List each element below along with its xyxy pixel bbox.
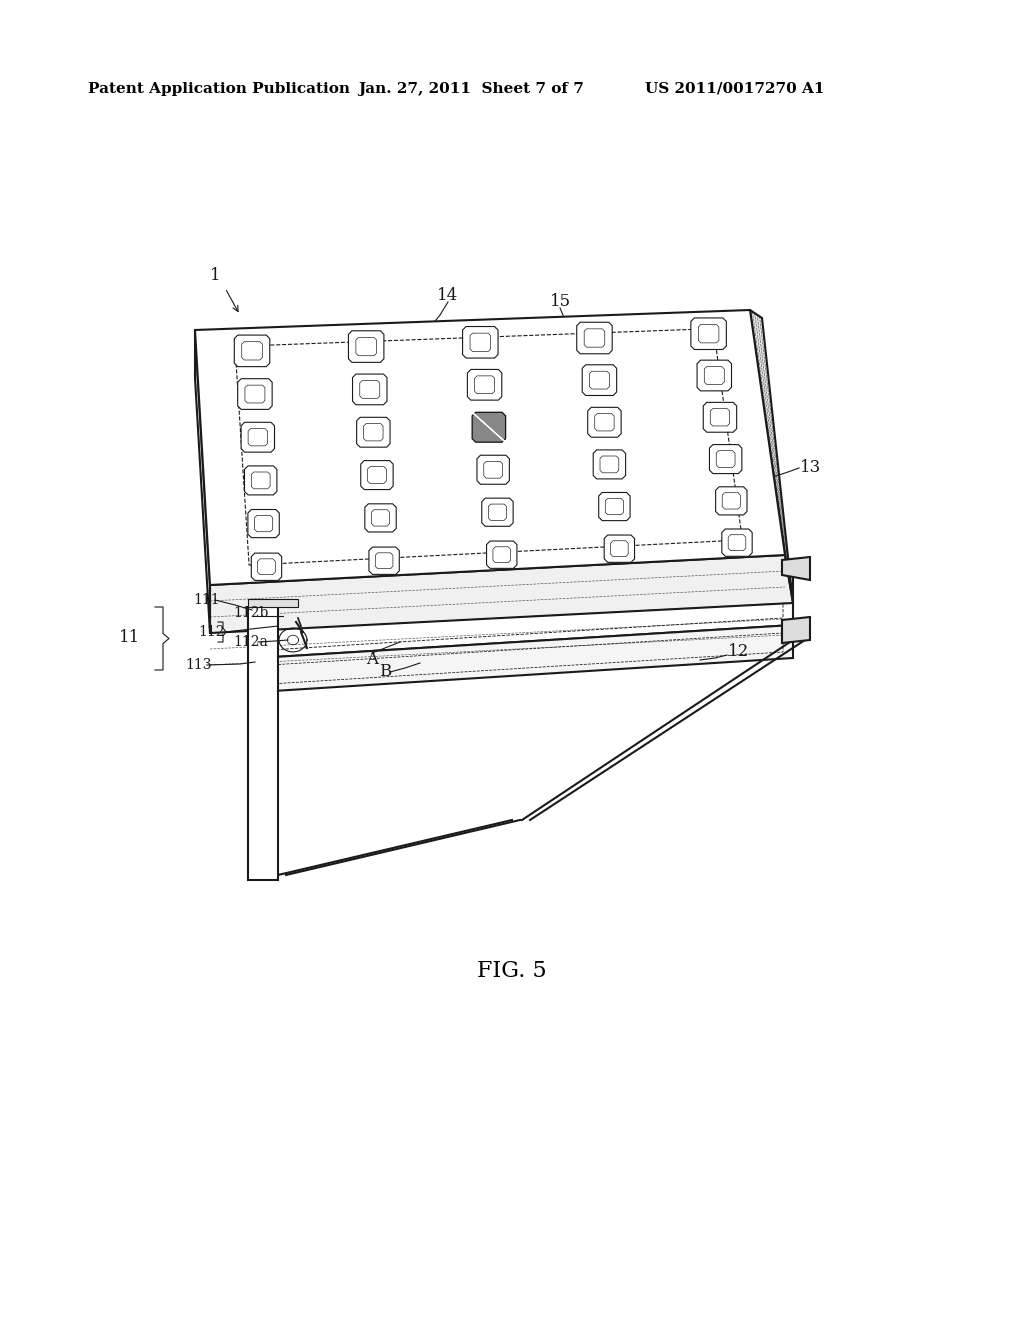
Polygon shape — [600, 455, 618, 473]
Text: 15: 15 — [550, 293, 570, 310]
Polygon shape — [195, 330, 210, 634]
Polygon shape — [248, 607, 278, 880]
Polygon shape — [234, 335, 269, 367]
Polygon shape — [588, 408, 622, 437]
Polygon shape — [584, 329, 605, 347]
Polygon shape — [356, 417, 390, 447]
Text: 112: 112 — [198, 624, 224, 639]
Polygon shape — [365, 504, 396, 532]
Polygon shape — [258, 624, 793, 692]
Polygon shape — [710, 445, 741, 474]
Polygon shape — [241, 422, 274, 453]
Text: 112a: 112a — [233, 635, 268, 649]
Polygon shape — [470, 333, 490, 351]
Polygon shape — [463, 326, 498, 358]
Polygon shape — [245, 385, 265, 403]
Polygon shape — [716, 487, 748, 515]
Polygon shape — [376, 553, 393, 569]
Polygon shape — [238, 379, 272, 409]
Polygon shape — [481, 498, 513, 527]
Polygon shape — [483, 461, 503, 478]
Polygon shape — [593, 450, 626, 479]
Text: 1: 1 — [210, 267, 220, 284]
Text: 11: 11 — [120, 630, 140, 647]
Text: 14: 14 — [437, 286, 459, 304]
Polygon shape — [493, 546, 511, 562]
Polygon shape — [242, 342, 262, 360]
Text: Patent Application Publication: Patent Application Publication — [88, 82, 350, 96]
Polygon shape — [698, 325, 719, 343]
Polygon shape — [474, 376, 495, 393]
Polygon shape — [595, 413, 614, 430]
Polygon shape — [359, 380, 380, 399]
Polygon shape — [728, 535, 745, 550]
Polygon shape — [251, 553, 282, 581]
Polygon shape — [577, 322, 612, 354]
Text: A: A — [366, 652, 378, 668]
Polygon shape — [352, 374, 387, 405]
Polygon shape — [716, 450, 735, 467]
Text: 111: 111 — [193, 593, 219, 607]
Text: B: B — [379, 664, 391, 681]
Polygon shape — [691, 318, 726, 350]
Polygon shape — [210, 554, 793, 634]
Polygon shape — [583, 364, 616, 396]
Polygon shape — [750, 310, 793, 603]
Polygon shape — [782, 616, 810, 643]
Text: 112b: 112b — [233, 606, 268, 620]
Polygon shape — [360, 461, 393, 490]
Polygon shape — [255, 515, 272, 532]
Polygon shape — [722, 492, 740, 510]
Polygon shape — [348, 331, 384, 363]
Text: FIG. 5: FIG. 5 — [477, 960, 547, 982]
Polygon shape — [248, 510, 280, 537]
Text: Jan. 27, 2011  Sheet 7 of 7: Jan. 27, 2011 Sheet 7 of 7 — [358, 82, 584, 96]
Polygon shape — [248, 599, 298, 607]
Text: 113: 113 — [185, 657, 212, 672]
Polygon shape — [258, 558, 275, 574]
Text: US 2011/0017270 A1: US 2011/0017270 A1 — [645, 82, 824, 96]
Polygon shape — [703, 403, 736, 432]
Polygon shape — [356, 338, 377, 355]
Polygon shape — [711, 409, 730, 426]
Polygon shape — [369, 546, 399, 574]
Polygon shape — [472, 412, 506, 442]
Polygon shape — [372, 510, 389, 527]
Text: 13: 13 — [800, 459, 821, 477]
Polygon shape — [590, 371, 609, 389]
Polygon shape — [477, 455, 509, 484]
Polygon shape — [605, 499, 624, 515]
Polygon shape — [486, 541, 517, 569]
Polygon shape — [604, 535, 635, 562]
Polygon shape — [195, 310, 785, 585]
Polygon shape — [251, 473, 270, 488]
Polygon shape — [599, 492, 630, 520]
Polygon shape — [722, 529, 753, 556]
Polygon shape — [705, 367, 724, 384]
Polygon shape — [245, 466, 276, 495]
Polygon shape — [368, 467, 386, 483]
Polygon shape — [782, 557, 810, 579]
Text: 12: 12 — [728, 644, 750, 660]
Polygon shape — [258, 576, 793, 657]
Polygon shape — [248, 429, 267, 446]
Polygon shape — [364, 424, 383, 441]
Polygon shape — [488, 504, 507, 520]
Polygon shape — [610, 541, 628, 557]
Polygon shape — [697, 360, 731, 391]
Polygon shape — [467, 370, 502, 400]
